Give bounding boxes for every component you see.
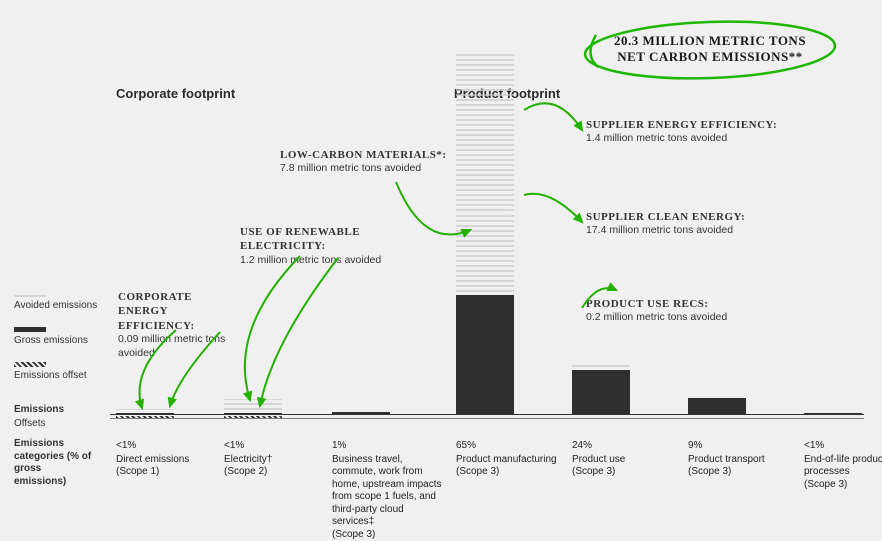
- legend-avoided-label: Avoided emissions: [14, 300, 97, 311]
- bar-manufacturing-gross: [456, 295, 514, 414]
- xlabel-3: 65%Product manufacturing(Scope 3): [456, 440, 566, 479]
- bar-direct-avoided-0: [116, 409, 174, 410]
- bar-manufacturing-avoided-0: [456, 214, 514, 292]
- anno-corp_eff: CORPORATE ENERGY EFFICIENCY:0.09 million…: [118, 290, 238, 360]
- xlabel-5: 9%Product transport(Scope 3): [688, 440, 784, 479]
- anno-supp_eff: SUPPLIER ENERGY EFFICIENCY:1.4 million m…: [586, 118, 786, 146]
- anno-renewable: USE OF RENEWABLE ELECTRICITY:1.2 million…: [240, 225, 420, 267]
- net-emissions-callout: 20.3 MILLION METRIC TONS NET CARBON EMIS…: [598, 33, 822, 66]
- bar-manufacturing: [456, 98, 514, 418]
- axis-categories-label: Emissions categories (% of gross emissio…: [14, 438, 96, 488]
- emissions-chart: [110, 98, 870, 418]
- bar-use-avoided-0: [572, 365, 630, 367]
- axis-offsets-label: Offsets: [14, 418, 46, 429]
- bar-transport: [688, 98, 746, 418]
- xlabel-1: <1%Electricity†(Scope 2): [224, 440, 320, 479]
- bar-manufacturing-avoided-2: [456, 53, 514, 131]
- bar-direct-gross: [116, 413, 174, 414]
- bar-direct: [116, 98, 174, 418]
- axis-emissions-label: Emissions: [14, 404, 64, 415]
- bar-transport-gross: [688, 398, 746, 414]
- anno-recs: PRODUCT USE RECS:0.2 million metric tons…: [586, 297, 786, 325]
- legend-avoided: Avoided emissions: [14, 292, 104, 311]
- legend-gross: Gross emissions: [14, 327, 104, 346]
- anno-supp_clean: SUPPLIER CLEAN ENERGY:17.4 million metri…: [586, 210, 786, 238]
- bar-electricity-avoided-0: [224, 399, 282, 410]
- legend-gross-label: Gross emissions: [14, 335, 88, 346]
- bar-use-gross: [572, 370, 630, 414]
- bar-electricity-offset: [224, 416, 282, 418]
- bar-use: [572, 98, 630, 418]
- bar-electricity-gross: [224, 413, 282, 414]
- bar-eol: [804, 98, 862, 418]
- bar-manufacturing-avoided-1: [456, 134, 514, 212]
- baseline-offsets: [110, 418, 864, 419]
- xlabel-4: 24%Product use(Scope 3): [572, 440, 668, 479]
- callout-ellipse: [576, 15, 844, 85]
- anno-low_carbon: LOW-CARBON MATERIALS*:7.8 million metric…: [280, 148, 450, 176]
- bar-direct-offset: [116, 416, 174, 418]
- xlabel-6: <1%End-of-life product processes(Scope 3…: [804, 440, 882, 491]
- swatch-offset: [14, 362, 46, 367]
- swatch-avoided: [14, 292, 46, 297]
- swatch-gross: [14, 327, 46, 332]
- bar-eol-gross: [804, 413, 862, 414]
- legend: Avoided emissions Gross emissions Emissi…: [14, 292, 104, 397]
- legend-offset: Emissions offset: [14, 362, 104, 381]
- bar-biztravel-gross: [332, 412, 390, 414]
- xlabel-0: <1%Direct emissions(Scope 1): [116, 440, 212, 479]
- legend-offset-label: Emissions offset: [14, 370, 87, 381]
